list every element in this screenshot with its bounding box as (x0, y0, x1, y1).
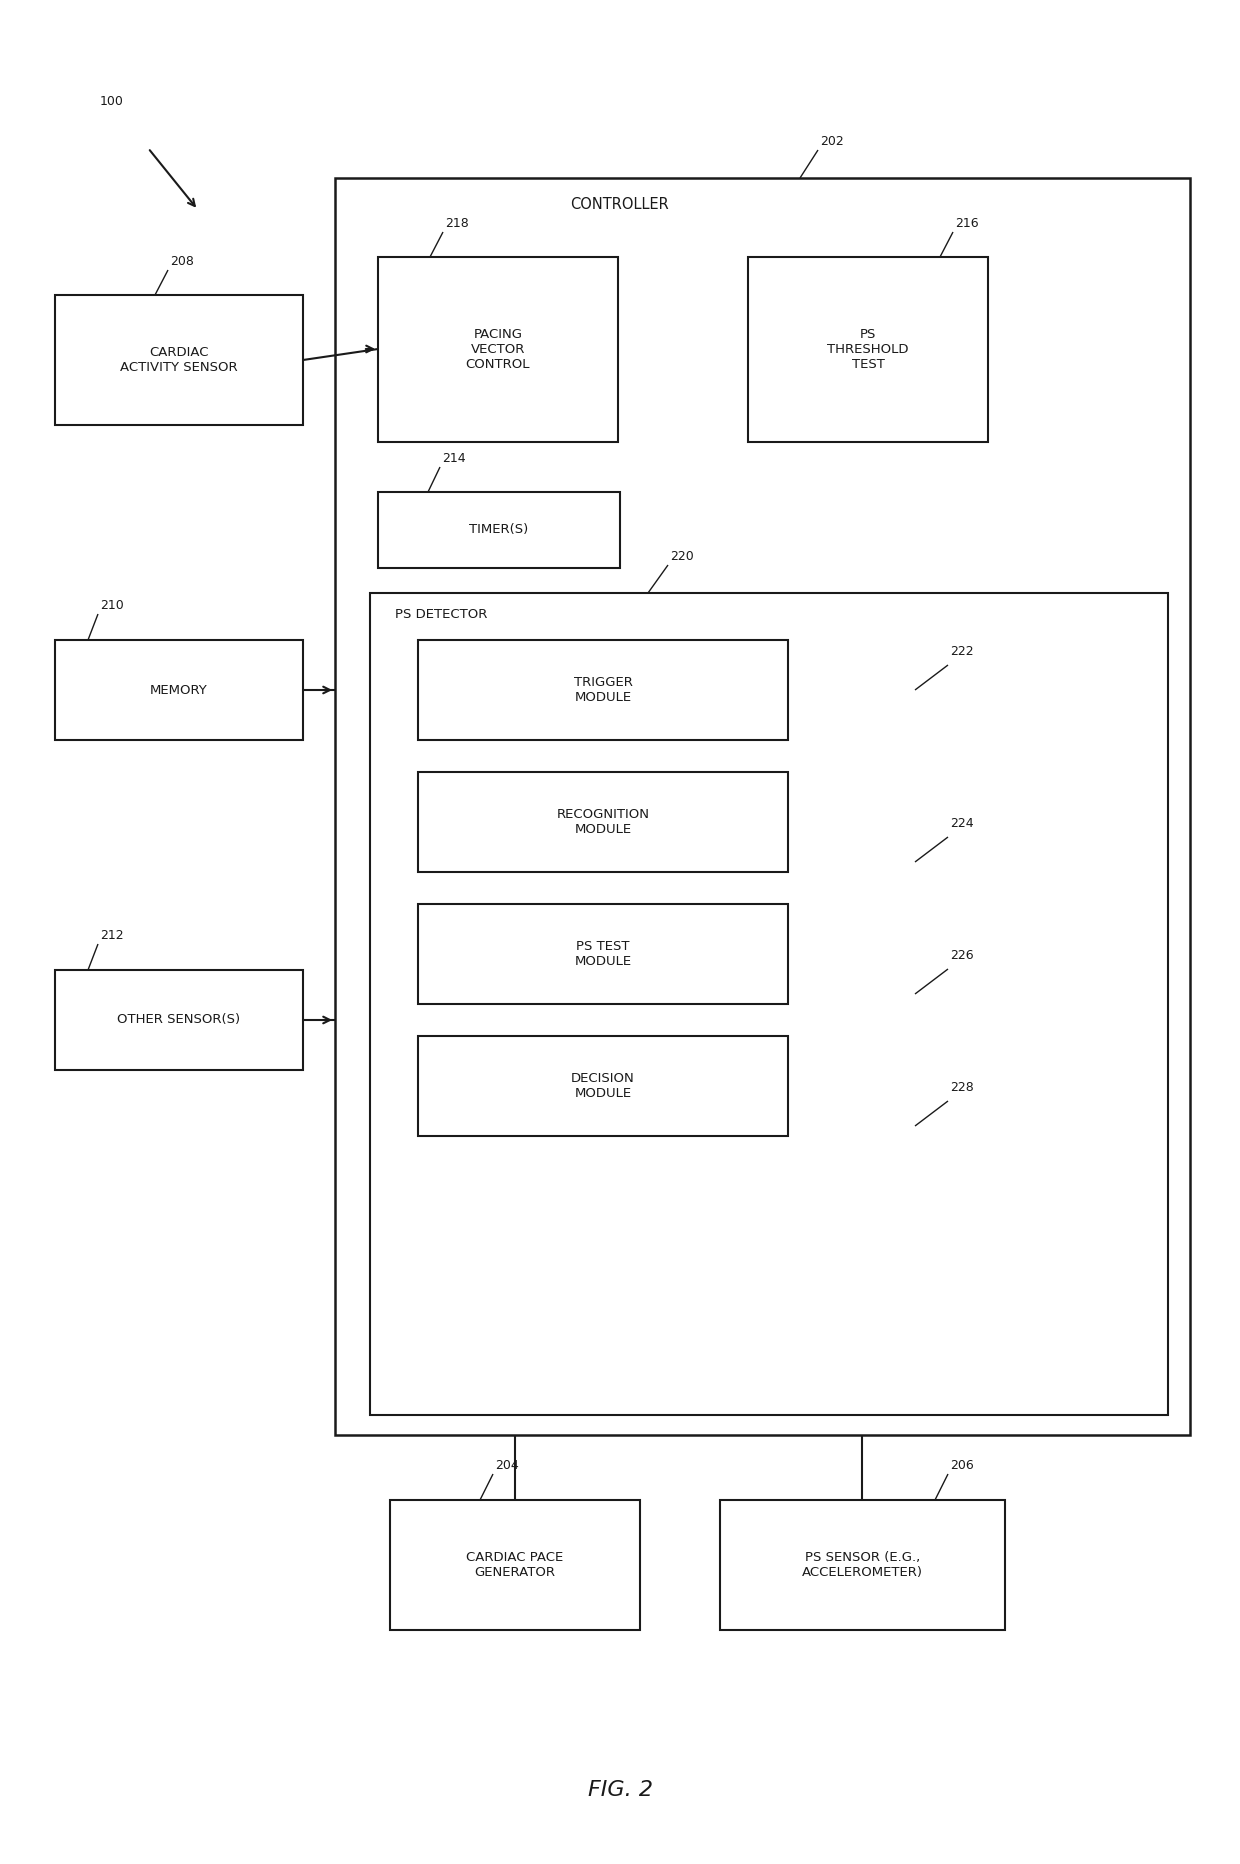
Text: 212: 212 (100, 928, 124, 941)
Text: CONTROLLER: CONTROLLER (570, 198, 668, 212)
Bar (720, 1501, 1004, 1629)
Text: 220: 220 (670, 550, 693, 563)
Bar (418, 772, 787, 872)
Text: 224: 224 (950, 816, 973, 829)
Bar (418, 639, 787, 740)
Text: 202: 202 (820, 134, 843, 147)
Bar (378, 257, 618, 442)
Text: PS SENSOR (E.G.,
ACCELEROMETER): PS SENSOR (E.G., ACCELEROMETER) (802, 1551, 923, 1579)
Text: 204: 204 (495, 1460, 518, 1473)
Text: 214: 214 (441, 451, 466, 464)
Bar (391, 1501, 640, 1629)
Text: 218: 218 (445, 216, 469, 229)
Bar (748, 257, 988, 442)
Bar (55, 969, 303, 1070)
Text: 222: 222 (950, 645, 973, 658)
Bar (55, 639, 303, 740)
Text: PS TEST
MODULE: PS TEST MODULE (574, 939, 631, 967)
Bar (335, 177, 1190, 1435)
Text: OTHER SENSOR(S): OTHER SENSOR(S) (118, 1014, 241, 1027)
Text: FIG. 2: FIG. 2 (588, 1780, 652, 1801)
Text: 228: 228 (950, 1081, 973, 1094)
Text: 216: 216 (955, 216, 978, 229)
Text: 226: 226 (950, 949, 973, 962)
Bar (418, 1036, 787, 1135)
Bar (370, 593, 1168, 1415)
Text: RECOGNITION
MODULE: RECOGNITION MODULE (557, 807, 650, 835)
Text: 206: 206 (950, 1460, 973, 1473)
Text: 100: 100 (100, 95, 124, 108)
Text: TRIGGER
MODULE: TRIGGER MODULE (574, 677, 632, 705)
Text: MEMORY: MEMORY (150, 684, 208, 697)
Text: CARDIAC
ACTIVITY SENSOR: CARDIAC ACTIVITY SENSOR (120, 347, 238, 375)
Text: CARDIAC PACE
GENERATOR: CARDIAC PACE GENERATOR (466, 1551, 564, 1579)
Bar (378, 492, 620, 569)
Text: PACING
VECTOR
CONTROL: PACING VECTOR CONTROL (466, 328, 531, 371)
Bar (55, 295, 303, 425)
Text: DECISION
MODULE: DECISION MODULE (572, 1072, 635, 1100)
Bar (418, 904, 787, 1005)
Text: TIMER(S): TIMER(S) (470, 524, 528, 537)
Text: 210: 210 (100, 598, 124, 611)
Text: PS
THRESHOLD
TEST: PS THRESHOLD TEST (827, 328, 909, 371)
Text: 208: 208 (170, 255, 193, 268)
Text: PS DETECTOR: PS DETECTOR (396, 608, 487, 621)
